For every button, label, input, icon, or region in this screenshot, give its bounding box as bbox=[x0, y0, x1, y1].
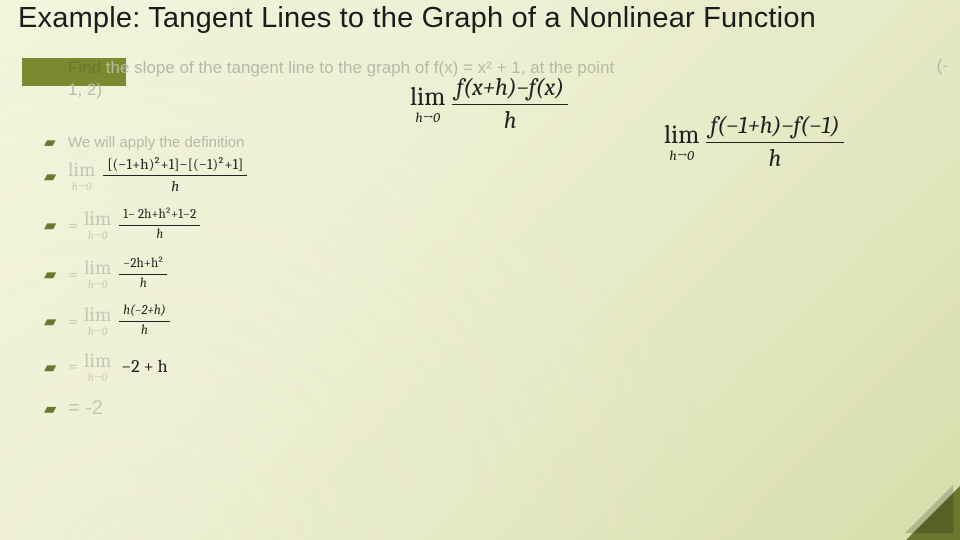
step4-num: h(−2+h) bbox=[119, 304, 170, 319]
step-3: ▰ = lim h→0 −2h+h² h bbox=[68, 257, 944, 292]
leaf-bullet-icon: ▰ bbox=[44, 133, 56, 151]
point-rest: 1, 2) bbox=[68, 80, 102, 100]
step-6: ▰ = -2 bbox=[68, 397, 944, 421]
slide: Example: Tangent Lines to the Graph of a… bbox=[0, 0, 960, 540]
step2-den: h bbox=[152, 228, 167, 243]
step1-num: [(−1+h)²+1]−[(−1)²+1] bbox=[103, 156, 247, 173]
lim-sub: h→0 bbox=[72, 181, 91, 192]
step2-num: 1− 2h+h²+1−2 bbox=[119, 208, 200, 223]
step5-rhs: −2 + h bbox=[121, 356, 167, 377]
leaf-bullet-icon: ▰ bbox=[44, 399, 56, 419]
frac-bar bbox=[119, 225, 200, 226]
slide-body: Find the slope of the tangent line to th… bbox=[68, 56, 944, 528]
definition-sentence: ▰ We will apply the definition bbox=[68, 130, 944, 154]
corner-shade-icon bbox=[905, 485, 954, 534]
step3-num: −2h+h² bbox=[119, 257, 167, 272]
step1-den: h bbox=[167, 178, 183, 195]
line1-rest: the slope of the tangent line to the gra… bbox=[101, 58, 614, 77]
step-5: ▰ = lim h→0 −2 + h bbox=[68, 351, 944, 383]
leaf-bullet-icon: ▰ bbox=[44, 357, 56, 376]
find-word: Find bbox=[68, 58, 101, 77]
equals: = bbox=[68, 356, 78, 377]
point-continued: 1, 2) bbox=[68, 80, 944, 100]
step-4: ▰ = lim h→0 h(−2+h) h bbox=[68, 304, 944, 339]
leaf-bullet-icon: ▰ bbox=[44, 265, 56, 284]
lim-sub: h→0 bbox=[88, 372, 107, 383]
definition-text: We will apply the definition bbox=[68, 134, 244, 151]
lim-sub: h→0 bbox=[88, 326, 107, 337]
equals: = bbox=[68, 215, 78, 236]
lim-word: lim bbox=[84, 351, 111, 371]
problem-statement: Find the slope of the tangent line to th… bbox=[68, 56, 944, 80]
leaf-bullet-icon: ▰ bbox=[44, 166, 56, 185]
lim-sub: h→0 bbox=[88, 279, 107, 290]
lim-word: lim bbox=[84, 258, 111, 278]
final-answer: = -2 bbox=[68, 397, 103, 420]
leaf-bullet-icon: ▰ bbox=[44, 312, 56, 331]
lim-word: lim bbox=[68, 160, 95, 180]
leaf-bullet-icon: ▰ bbox=[44, 216, 56, 235]
equals: = bbox=[68, 264, 78, 285]
slide-title: Example: Tangent Lines to the Graph of a… bbox=[18, 2, 950, 35]
frac-bar bbox=[103, 175, 247, 176]
lim-sub: h→0 bbox=[88, 230, 107, 241]
step-1: ▰ lim h→0 [(−1+h)²+1]−[(−1)²+1] h bbox=[68, 156, 944, 196]
frac-bar bbox=[119, 321, 170, 322]
step4-den: h bbox=[137, 324, 152, 339]
step3-den: h bbox=[136, 277, 151, 292]
step-2: ▰ = lim h→0 1− 2h+h²+1−2 h bbox=[68, 208, 944, 243]
lim-word: lim bbox=[84, 209, 111, 229]
frac-bar bbox=[119, 274, 167, 275]
point-open: (- bbox=[937, 56, 948, 76]
lim-word: lim bbox=[84, 305, 111, 325]
equals: = bbox=[68, 311, 78, 332]
